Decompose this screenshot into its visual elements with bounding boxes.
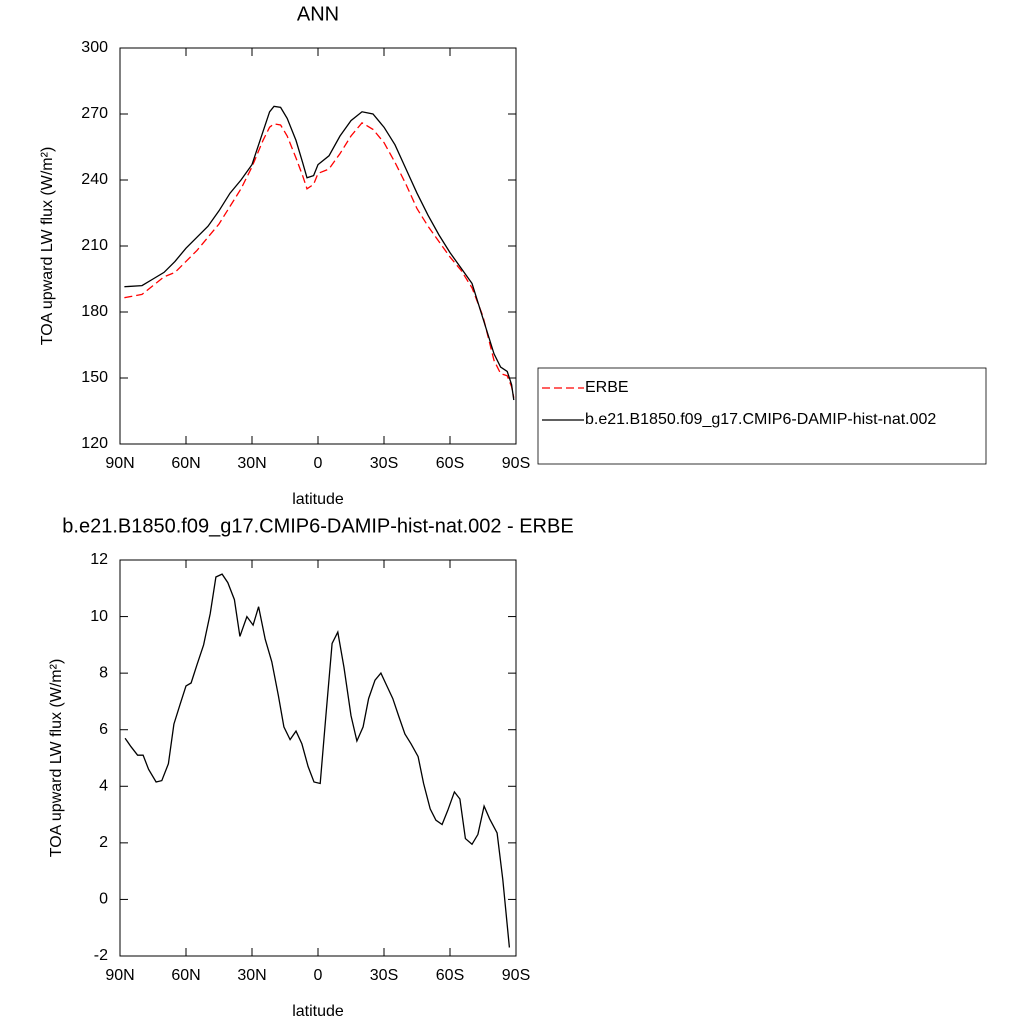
data-line [124, 105, 515, 401]
y-tick-label: 150 [81, 369, 108, 386]
data-line [124, 121, 515, 398]
chart-title: ANN [297, 3, 339, 25]
y-tick-label: 10 [90, 608, 108, 625]
x-tick-label: 30N [237, 455, 266, 472]
y-tick-label: 180 [81, 303, 108, 320]
legend-box [537, 367, 987, 465]
y-tick-label: 270 [81, 105, 108, 122]
x-tick-label: 0 [314, 455, 323, 472]
y-tick-label: 2 [99, 834, 108, 851]
y-tick-label: -2 [94, 947, 108, 964]
x-tick-label: 30N [237, 967, 266, 984]
x-tick-label: 60S [436, 967, 464, 984]
x-axis-label: latitude [292, 491, 344, 508]
chart-title: b.e21.B1850.f09_g17.CMIP6-DAMIP-hist-nat… [62, 515, 573, 537]
y-tick-label: 4 [99, 778, 108, 795]
legend-label: b.e21.B1850.f09_g17.CMIP6-DAMIP-hist-nat… [585, 411, 936, 428]
x-tick-label: 60S [436, 455, 464, 472]
y-tick-label: 240 [81, 171, 108, 188]
x-tick-label: 60N [171, 455, 200, 472]
x-tick-label: 90S [502, 455, 530, 472]
x-tick-label: 90N [105, 455, 134, 472]
y-tick-label: 120 [81, 435, 108, 452]
x-tick-label: 30S [370, 967, 398, 984]
y-axis-label: TOA upward LW flux (W/m²) [48, 659, 65, 858]
data-line [124, 573, 511, 948]
x-tick-label: 60N [171, 967, 200, 984]
y-axis-label: TOA upward LW flux (W/m²) [39, 147, 56, 346]
y-tick-label: 210 [81, 237, 108, 254]
plot-frame [119, 559, 517, 957]
x-tick-label: 0 [314, 967, 323, 984]
y-tick-label: 12 [90, 551, 108, 568]
y-tick-label: 0 [99, 891, 108, 908]
plot-frame [119, 47, 517, 445]
x-tick-label: 90N [105, 967, 134, 984]
y-tick-label: 6 [99, 721, 108, 738]
y-tick-label: 300 [81, 39, 108, 56]
x-tick-label: 30S [370, 455, 398, 472]
x-axis-label: latitude [292, 1003, 344, 1020]
y-tick-label: 8 [99, 664, 108, 681]
legend-label: ERBE [585, 379, 629, 396]
x-tick-label: 90S [502, 967, 530, 984]
